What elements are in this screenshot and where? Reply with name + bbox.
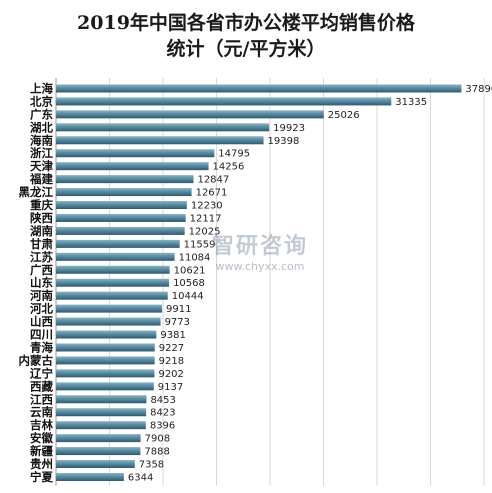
- category-label: 天津: [30, 159, 53, 173]
- category-label: 山西: [30, 315, 53, 329]
- value-label: 9202: [158, 369, 183, 380]
- value-label: 12671: [196, 188, 228, 199]
- value-label: 9227: [159, 343, 184, 354]
- bar-0: [56, 84, 462, 93]
- value-label: 11084: [179, 252, 211, 263]
- category-label: 河北: [30, 302, 53, 316]
- category-label: 陕西: [30, 211, 53, 225]
- value-label: 8453: [150, 395, 175, 406]
- bar-8: [56, 188, 192, 197]
- category-label: 宁夏: [30, 470, 53, 484]
- value-label: 8396: [150, 421, 175, 432]
- value-label: 12847: [197, 175, 229, 186]
- bar-15: [56, 278, 170, 287]
- category-label: 云南: [30, 405, 53, 419]
- bar-13: [56, 252, 175, 261]
- category-label: 黑龙江: [19, 185, 54, 199]
- value-label: 19398: [268, 136, 300, 147]
- chart-subtitle: 统计（元/平方米）: [166, 38, 326, 60]
- bar-7: [56, 175, 194, 184]
- value-label: 19923: [273, 123, 305, 134]
- bar-14: [56, 265, 170, 274]
- category-label: 上海: [30, 81, 53, 95]
- value-label: 9381: [160, 330, 185, 341]
- category-label: 北京: [30, 94, 53, 108]
- value-label: 31335: [395, 97, 427, 108]
- value-label: 12025: [189, 226, 221, 237]
- value-label: 12117: [190, 213, 222, 224]
- bar-21: [56, 356, 155, 365]
- value-labels: 37890 31335 25026 19923 19398 14795 14256 12847…: [128, 84, 492, 484]
- category-label: 浙江: [30, 146, 53, 160]
- bar-9: [56, 201, 187, 210]
- category-label: 广东: [30, 107, 53, 121]
- value-label: 9911: [166, 304, 191, 315]
- category-label: 湖北: [30, 120, 53, 134]
- value-label: 9218: [159, 356, 184, 367]
- value-label: 10568: [173, 278, 205, 289]
- bar-1: [56, 97, 392, 106]
- bar-28: [56, 447, 141, 456]
- category-label: 贵州: [30, 457, 53, 471]
- category-label: 安徽: [30, 431, 53, 445]
- value-label: 11559: [184, 239, 216, 250]
- category-labels: 上海北京广东湖北海南浙江天津福建黑龙江重庆陕西湖南甘肃江苏广西山东河南河北山西四…: [19, 81, 54, 484]
- category-label: 广西: [30, 263, 53, 277]
- bar-3: [56, 123, 270, 132]
- category-label: 江苏: [30, 250, 53, 264]
- category-label: 西藏: [30, 379, 53, 393]
- bar-26: [56, 421, 146, 430]
- category-label: 山东: [30, 276, 53, 290]
- bar-22: [56, 369, 155, 378]
- bar-30: [56, 472, 124, 481]
- category-label: 辽宁: [30, 366, 53, 380]
- bar-4: [56, 136, 264, 145]
- category-label: 内蒙古: [19, 353, 54, 367]
- value-label: 14795: [218, 149, 250, 160]
- category-label: 青海: [30, 340, 53, 354]
- bar-25: [56, 408, 147, 417]
- category-label: 新疆: [30, 444, 53, 458]
- category-label: 河南: [30, 289, 53, 303]
- bar-17: [56, 304, 163, 313]
- value-label: 10444: [172, 291, 204, 302]
- bar-16: [56, 291, 168, 300]
- value-label: 25026: [328, 110, 360, 121]
- bar-19: [56, 330, 157, 339]
- value-label: 37890: [465, 84, 492, 95]
- value-label: 9137: [158, 382, 183, 393]
- value-label: 7888: [144, 447, 169, 458]
- value-label: 8423: [150, 408, 175, 419]
- bar-27: [56, 434, 141, 443]
- value-label: 7358: [139, 460, 164, 471]
- bar-23: [56, 382, 154, 391]
- value-label: 7908: [145, 434, 170, 445]
- bar-11: [56, 226, 185, 235]
- bar-12: [56, 239, 180, 248]
- category-label: 福建: [29, 172, 53, 186]
- category-label: 四川: [30, 328, 53, 342]
- bar-24: [56, 395, 147, 404]
- category-label: 重庆: [30, 198, 53, 212]
- category-label: 甘肃: [30, 237, 53, 251]
- bar-29: [56, 460, 135, 469]
- bar-6: [56, 162, 209, 171]
- chart-title: 2019年中国各省市办公楼平均销售价格: [77, 12, 415, 34]
- category-label: 湖南: [30, 224, 53, 238]
- category-label: 海南: [30, 133, 53, 147]
- bar-20: [56, 343, 155, 352]
- value-label: 10621: [174, 265, 206, 276]
- bar-18: [56, 317, 161, 326]
- bar-10: [56, 213, 186, 222]
- category-label: 吉林: [30, 418, 53, 432]
- bars: [56, 84, 462, 481]
- category-label: 江西: [30, 392, 53, 406]
- bar-2: [56, 110, 324, 119]
- value-label: 9773: [165, 317, 190, 328]
- bar-5: [56, 149, 215, 158]
- value-label: 6344: [128, 472, 153, 483]
- value-label: 14256: [213, 162, 245, 173]
- value-label: 12230: [191, 201, 223, 212]
